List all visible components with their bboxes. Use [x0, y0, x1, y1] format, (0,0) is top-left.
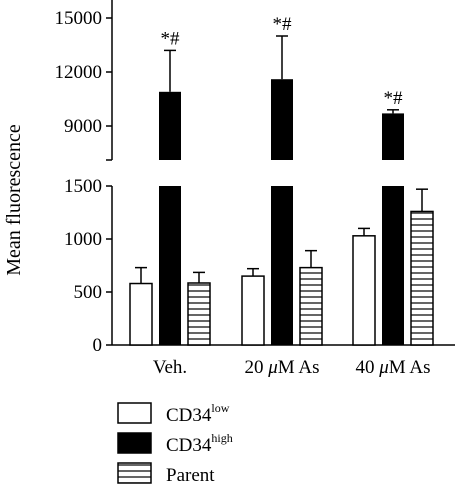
- x-category-label: 40 μM As: [355, 357, 430, 378]
- bar-cd34-high-lower: [382, 186, 404, 345]
- y-tick-label: 15000: [55, 8, 103, 29]
- bar-cd34-low: [129, 282, 153, 346]
- bar-parent: [299, 266, 323, 346]
- y-axis-label: Mean fluorescence: [3, 124, 25, 276]
- significance-label: *#: [273, 14, 293, 35]
- y-tick-label: 1000: [64, 229, 102, 250]
- bar-cd34-high-upper: [271, 79, 293, 160]
- bar-cd34-low: [241, 275, 265, 346]
- x-category-label: Veh.: [153, 357, 187, 378]
- bar-cd34-high-lower: [271, 186, 293, 345]
- bar-cd34-high-upper: [382, 113, 404, 160]
- y-tick-label: 1500: [64, 176, 102, 197]
- bar-cd34-low: [352, 235, 376, 346]
- legend-swatch: [117, 402, 152, 424]
- legend-swatch: [117, 432, 152, 454]
- legend-swatch: [117, 462, 152, 484]
- y-tick-label: 500: [74, 282, 103, 303]
- bar-cd34-high-upper: [159, 91, 181, 160]
- bar-parent: [187, 282, 211, 346]
- y-tick-label: 0: [93, 335, 103, 356]
- bar-parent: [410, 210, 434, 346]
- y-tick-label: 9000: [64, 116, 102, 137]
- legend-label: Parent: [166, 465, 215, 486]
- y-tick-label: 12000: [55, 62, 103, 83]
- significance-label: *#: [384, 88, 404, 109]
- legend-label: CD34low: [166, 401, 230, 426]
- x-category-label: 20 μM As: [244, 357, 319, 378]
- significance-label: *#: [161, 28, 181, 49]
- bar-cd34-high-lower: [159, 186, 181, 345]
- legend-label: CD34high: [166, 431, 233, 456]
